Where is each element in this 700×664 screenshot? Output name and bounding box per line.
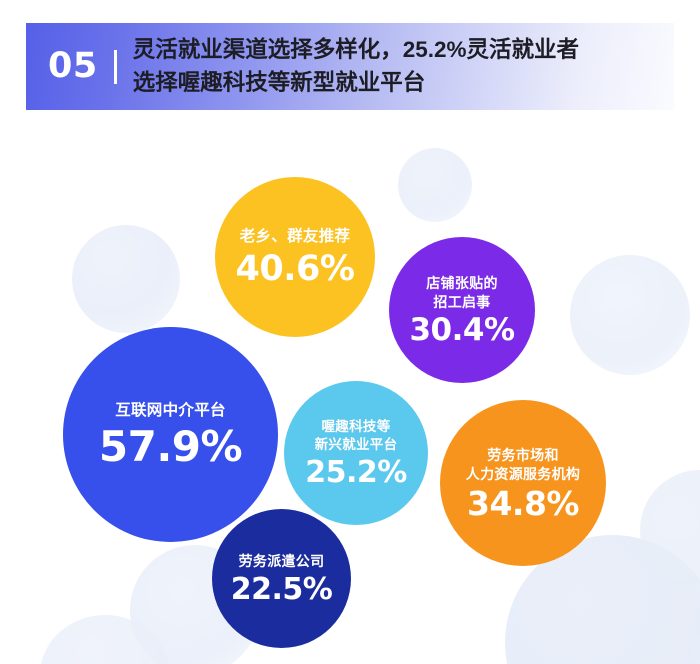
bubble-label: 喔趣科技等 新兴就业平台 [314,419,398,452]
bubble-value: 57.9% [98,422,243,472]
section-header-banner: 05 灵活就业渠道选择多样化，25.2%灵活就业者 选择喔趣科技等新型就业平台 [26,23,674,110]
bubble-value: 30.4% [409,311,515,348]
section-number: 05 [48,46,98,86]
bubble-internet-platform: 互联网中介平台 57.9% [63,327,278,542]
decorative-circle [40,615,170,664]
bubble-label: 互联网中介平台 [115,401,226,419]
decorative-circle [570,255,690,375]
bubble-value: 22.5% [230,571,333,607]
bubble-label: 劳务派遣公司 [238,553,325,570]
bubble-labor-market: 劳务市场和 人力资源服务机构 34.8% [440,400,606,566]
page-title: 灵活就业渠道选择多样化，25.2%灵活就业者 选择喔趣科技等新型就业平台 [132,36,580,95]
bubble-labor-dispatch: 劳务派遣公司 22.5% [212,509,351,648]
bubble-value: 25.2% [305,454,407,490]
bubble-label: 劳务市场和 人力资源服务机构 [465,447,581,482]
banner-divider [113,49,117,84]
bubble-label: 老乡、群友推荐 [239,228,351,246]
bubble-label: 店铺张贴的 招工启事 [426,275,498,310]
bubble-woqu-platform: 喔趣科技等 新兴就业平台 25.2% [284,381,428,525]
bubble-hometown-referral: 老乡、群友推荐 40.6% [215,177,375,337]
bubble-shop-notice: 店铺张贴的 招工启事 30.4% [389,237,535,383]
bubble-value: 34.8% [467,483,580,523]
decorative-circle [640,470,700,590]
decorative-circle [398,148,472,222]
bubble-value: 40.6% [235,248,355,289]
decorative-circle [72,225,180,333]
